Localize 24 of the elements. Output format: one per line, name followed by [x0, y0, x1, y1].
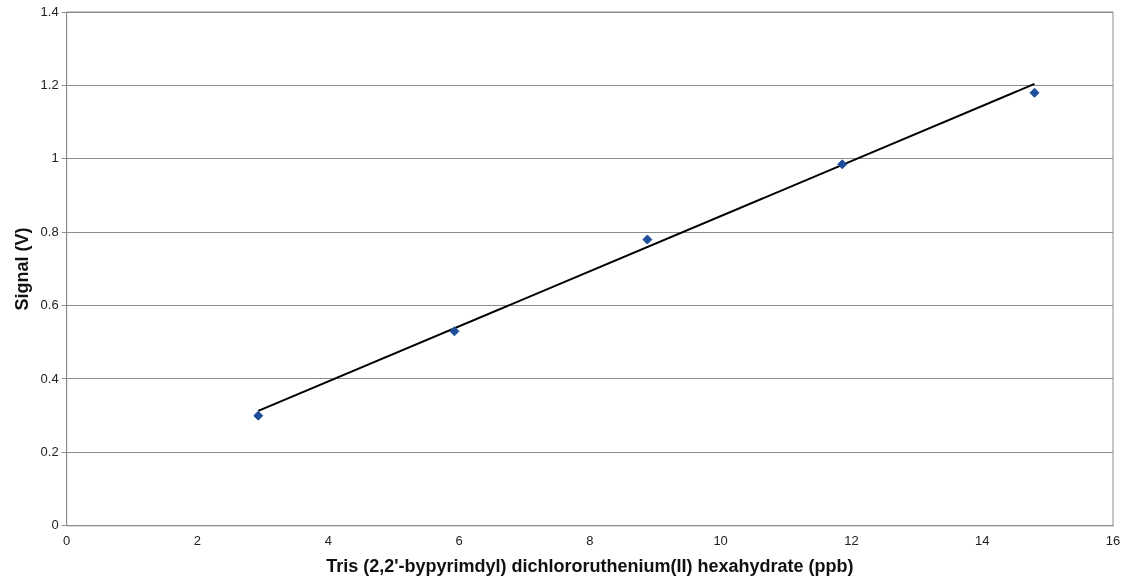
x-tick-label: 0 [63, 533, 71, 549]
y-tick-label: 1.2 [40, 76, 59, 92]
y-tick-label: 0.4 [40, 370, 59, 386]
x-tick-label: 2 [193, 533, 202, 549]
point [837, 159, 848, 170]
y-tick-label: 0 [51, 517, 59, 533]
point [449, 326, 460, 337]
y-axis-title: Signal (V) [11, 227, 32, 311]
x-tick-label: 16 [1105, 533, 1121, 549]
point [253, 410, 264, 421]
point [642, 234, 653, 245]
y-tick-label: 0.2 [40, 443, 59, 459]
x-tick-label: 10 [713, 533, 728, 549]
y-tick-label: 1 [51, 150, 59, 166]
y-tick-label: 1.4 [40, 3, 59, 19]
x-axis-title: Tris (2,2'-bypyrimdyl) dichlororuthenium(II) hexahydrate (ppb) [326, 556, 854, 577]
x-tick-label: 12 [844, 533, 859, 549]
y-tick-label: 0.6 [40, 297, 59, 313]
point [1029, 87, 1040, 98]
x-tick-label: 14 [974, 533, 990, 549]
x-tick-label: 8 [586, 533, 594, 549]
x-tick-label: 6 [455, 533, 463, 549]
y-tick-label: 0.8 [40, 223, 59, 239]
x-tick-label: 4 [324, 533, 332, 549]
